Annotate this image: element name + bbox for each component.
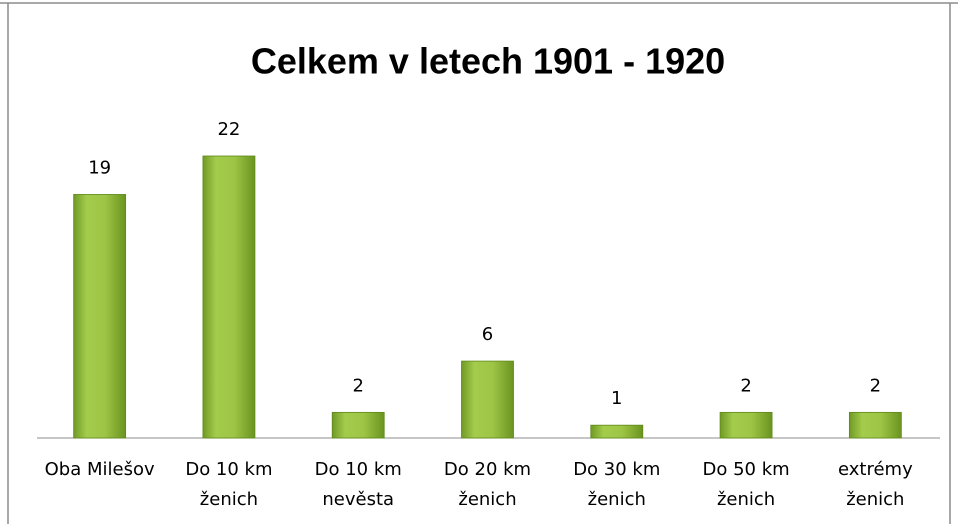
data-label: 19 <box>88 157 111 178</box>
data-label: 6 <box>482 324 493 345</box>
x-tick-label: Do 30 km <box>573 459 660 480</box>
data-label: 1 <box>611 388 622 409</box>
x-tick-label: ženich <box>200 489 258 510</box>
bar <box>590 424 644 439</box>
x-tick-label: Do 10 km <box>315 459 402 480</box>
chart-title: Celkem v letech 1901 - 1920 <box>251 41 725 82</box>
data-label: 2 <box>352 375 363 396</box>
bar <box>461 360 514 439</box>
x-tick-label: Oba Milešov <box>45 459 155 480</box>
x-tick-label: ženich <box>458 489 516 510</box>
x-tick-label: Do 10 km <box>185 459 272 480</box>
bar <box>719 411 773 439</box>
x-tick-label: Do 20 km <box>444 459 531 480</box>
data-label: 2 <box>870 375 881 396</box>
bar <box>848 411 902 439</box>
bar <box>73 194 127 439</box>
x-tick-label: ženich <box>717 489 775 510</box>
data-label: 2 <box>740 375 751 396</box>
bar <box>331 411 385 439</box>
bar <box>202 155 256 439</box>
x-tick-label: Do 50 km <box>702 459 789 480</box>
data-label: 22 <box>217 119 240 140</box>
x-tick-label: extrémy <box>838 459 913 480</box>
x-tick-label: nevěsta <box>322 489 394 510</box>
x-tick-label: ženich <box>846 489 904 510</box>
x-tick-label: ženich <box>588 489 646 510</box>
